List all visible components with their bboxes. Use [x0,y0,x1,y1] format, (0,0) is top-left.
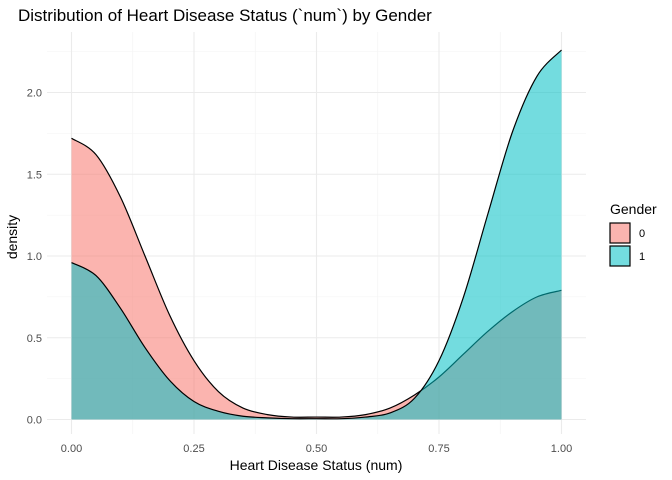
legend-key-0 [609,222,631,244]
legend: Gender 0 1 [609,201,657,267]
density-line-1 [71,49,562,420]
y-tick-label: 2.0 [27,88,42,100]
density-area-1 [71,49,562,420]
x-tick-label: 1.00 [551,443,572,455]
x-tick-label: 0.25 [183,443,204,455]
y-tick-label: 1.5 [27,169,42,181]
legend-key-1 [609,245,631,267]
density-areas [71,49,562,420]
x-tick-label: 0.50 [306,443,327,455]
y-tick-label: 0.0 [27,415,42,427]
y-axis-title: density [4,215,20,259]
x-tick-label: 0.75 [428,443,449,455]
x-axis-title: Heart Disease Status (num) [230,457,403,473]
x-axis: 0.00 0.25 0.50 0.75 1.00 [61,443,572,455]
chart-title: Distribution of Heart Disease Status (`n… [18,6,432,25]
legend-label-1: 1 [639,251,645,263]
x-tick-label: 0.00 [61,443,82,455]
y-axis: 0.0 0.5 1.0 1.5 2.0 [27,88,42,427]
legend-title: Gender [610,201,657,217]
legend-label-0: 0 [639,228,645,240]
y-tick-label: 1.0 [27,251,42,263]
y-tick-label: 0.5 [27,333,42,345]
